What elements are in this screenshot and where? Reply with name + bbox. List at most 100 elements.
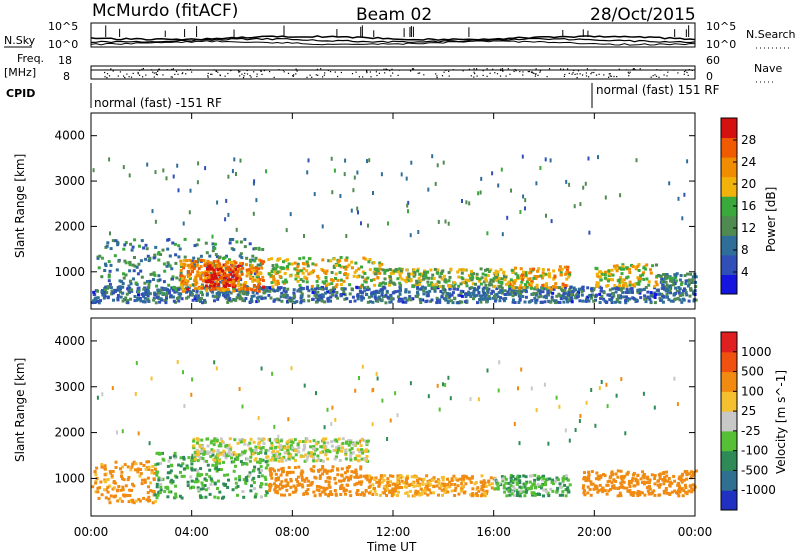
power-cell xyxy=(107,275,111,279)
power-cell xyxy=(498,285,502,289)
power-cell xyxy=(450,299,453,303)
velocity-cell xyxy=(416,481,420,485)
velocity-cell xyxy=(583,471,586,475)
power-cell xyxy=(296,271,300,275)
power-colorbar-swatch xyxy=(721,254,737,275)
velocity-cell xyxy=(364,489,368,492)
velocity-cell xyxy=(561,476,565,480)
power-cell xyxy=(496,270,500,274)
velocity-cell xyxy=(269,458,273,462)
power-cell xyxy=(546,273,550,277)
velocity-cell xyxy=(603,489,607,493)
power-cell xyxy=(289,212,292,217)
power-cell xyxy=(343,297,347,301)
freq-point xyxy=(534,75,536,77)
power-cell xyxy=(163,269,167,273)
velocity-cell xyxy=(676,482,680,486)
velocity-cell xyxy=(99,480,103,484)
velocity-cell xyxy=(482,485,486,488)
velocity-cell xyxy=(101,392,104,397)
power-cell xyxy=(444,294,448,298)
power-cell xyxy=(376,267,379,271)
power-cell xyxy=(362,286,366,290)
power-cell xyxy=(179,268,183,272)
velocity-cell xyxy=(274,452,278,456)
power-cell xyxy=(679,282,683,286)
power-cell xyxy=(179,274,183,278)
x-tick-label: 08:00 xyxy=(275,525,310,539)
power-cell xyxy=(217,271,221,275)
velocity-cell xyxy=(182,474,186,478)
velocity-cell xyxy=(692,488,695,492)
velocity-cell xyxy=(619,469,623,473)
power-cell xyxy=(205,251,209,255)
power-cell xyxy=(182,266,186,270)
power-cell xyxy=(210,273,214,277)
power-cell xyxy=(282,266,286,270)
power-cell xyxy=(226,278,230,282)
power-cell xyxy=(513,301,517,304)
power-cell xyxy=(444,298,448,302)
power-colorbar-swatch xyxy=(721,157,737,178)
velocity-cell xyxy=(322,489,326,493)
velocity-cell xyxy=(222,451,225,455)
velocity-cell xyxy=(625,486,629,490)
power-cell xyxy=(644,286,648,289)
velocity-cell xyxy=(354,470,358,474)
power-cell xyxy=(503,293,507,296)
velocity-cell xyxy=(388,474,392,478)
velocity-cell xyxy=(519,489,523,493)
velocity-cell xyxy=(251,452,255,456)
velocity-cell xyxy=(613,486,617,490)
power-cell xyxy=(561,282,565,286)
freq-point xyxy=(246,73,249,75)
power-cell xyxy=(386,268,389,272)
power-cell xyxy=(605,300,609,304)
freq-point xyxy=(473,71,475,73)
power-cell xyxy=(471,275,475,279)
power-cell xyxy=(313,192,316,197)
power-cell xyxy=(252,181,255,186)
velocity-cell xyxy=(491,482,494,486)
power-cell xyxy=(232,289,236,293)
power-cell xyxy=(400,277,404,281)
velocity-cell xyxy=(290,366,293,371)
velocity-cell xyxy=(355,475,359,478)
freq-point xyxy=(486,75,488,77)
velocity-cell xyxy=(663,475,667,479)
velocity-cell xyxy=(547,441,550,446)
velocity-cell xyxy=(303,459,307,463)
velocity-cell xyxy=(312,445,316,448)
power-cell xyxy=(549,300,553,304)
power-cell xyxy=(517,286,521,290)
velocity-cell xyxy=(647,485,651,489)
velocity-cell xyxy=(440,488,444,492)
power-cell xyxy=(513,292,517,296)
velocity-cell xyxy=(198,457,202,461)
power-cell xyxy=(315,296,318,300)
power-cell xyxy=(361,283,365,287)
power-cell xyxy=(564,291,568,295)
power-cell xyxy=(430,286,434,290)
velocity-cell xyxy=(156,493,160,497)
power-cell xyxy=(156,279,160,283)
velocity-cell xyxy=(264,493,268,497)
power-cell xyxy=(433,267,437,271)
velocity-cell xyxy=(112,481,116,484)
power-cell xyxy=(463,268,467,272)
power-cell xyxy=(92,168,95,173)
velocity-cell xyxy=(171,480,175,484)
velocity-cell xyxy=(564,494,568,498)
velocity-cell xyxy=(562,475,566,479)
velocity-cell xyxy=(286,440,290,444)
power-cell xyxy=(415,279,419,283)
power-cell xyxy=(628,280,632,284)
power-cell xyxy=(676,297,680,301)
velocity-cell xyxy=(620,477,624,481)
power-cell xyxy=(422,289,426,293)
power-cell xyxy=(500,289,504,293)
power-cell xyxy=(667,298,671,302)
power-cell xyxy=(343,172,346,177)
velocity-cell xyxy=(630,491,634,495)
